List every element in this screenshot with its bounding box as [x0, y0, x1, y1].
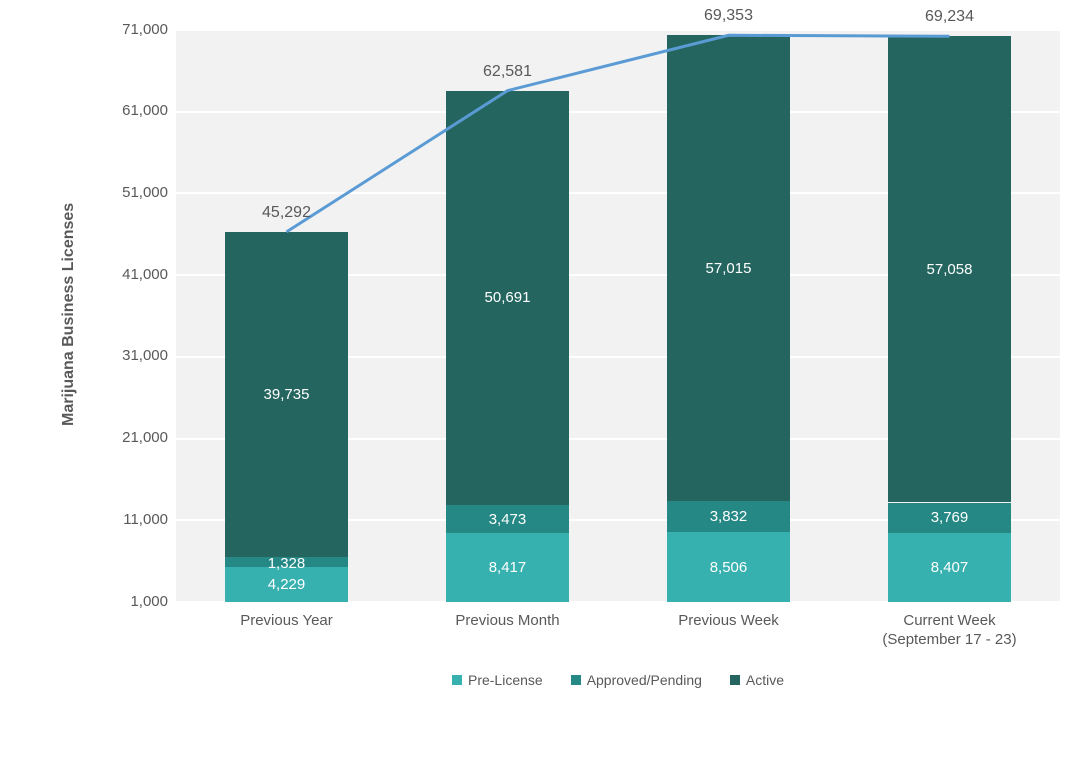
y-tick-label: 1,000: [98, 593, 168, 610]
total-label: 45,292: [227, 204, 347, 222]
legend-label: Approved/Pending: [587, 672, 702, 688]
y-tick-label: 71,000: [98, 21, 168, 38]
bar-segment-active: [667, 35, 791, 501]
bar-segment-approved-pending: [888, 503, 1012, 534]
bar-segment-pre-license: [667, 532, 791, 602]
y-tick-label: 51,000: [98, 184, 168, 201]
total-label: 62,581: [448, 63, 568, 81]
y-tick-label: 61,000: [98, 102, 168, 119]
bar-segment-pre-license: [225, 567, 349, 602]
legend-item: Pre-License: [452, 672, 543, 688]
y-tick-label: 11,000: [98, 511, 168, 528]
bar-segment-approved-pending: [667, 501, 791, 532]
gridline: [176, 29, 1060, 31]
y-axis-title: Marijuana Business Licenses: [60, 203, 78, 426]
license-chart: 1,000 11,000 21,000 31,000 41,000 51,000 61,00…: [0, 0, 1080, 757]
total-label: 69,234: [890, 8, 1010, 26]
bar-segment-approved-pending: [446, 505, 570, 533]
x-tick-label: Previous Year: [176, 612, 397, 631]
legend: Pre-License Approved/Pending Active: [176, 672, 1060, 688]
legend-label: Pre-License: [468, 672, 543, 688]
bar-segment-active: [446, 91, 570, 505]
legend-label: Active: [746, 672, 784, 688]
legend-marker: [571, 675, 581, 685]
bar-segment-pre-license: [888, 533, 1012, 602]
bar-segment-active: [888, 36, 1012, 502]
y-tick-label: 21,000: [98, 429, 168, 446]
legend-item: Approved/Pending: [571, 672, 702, 688]
bar-segment-pre-license: [446, 533, 570, 602]
y-tick-label: 31,000: [98, 347, 168, 364]
legend-marker: [452, 675, 462, 685]
legend-marker: [730, 675, 740, 685]
legend-item: Active: [730, 672, 784, 688]
x-tick-label: Current Week(September 17 - 23): [839, 612, 1060, 650]
total-label: 69,353: [669, 7, 789, 25]
x-tick-label: Previous Month: [397, 612, 618, 631]
y-tick-label: 41,000: [98, 266, 168, 283]
bar-segment-active: [225, 232, 349, 557]
x-tick-label: Previous Week: [618, 612, 839, 631]
bar-segment-approved-pending: [225, 557, 349, 568]
